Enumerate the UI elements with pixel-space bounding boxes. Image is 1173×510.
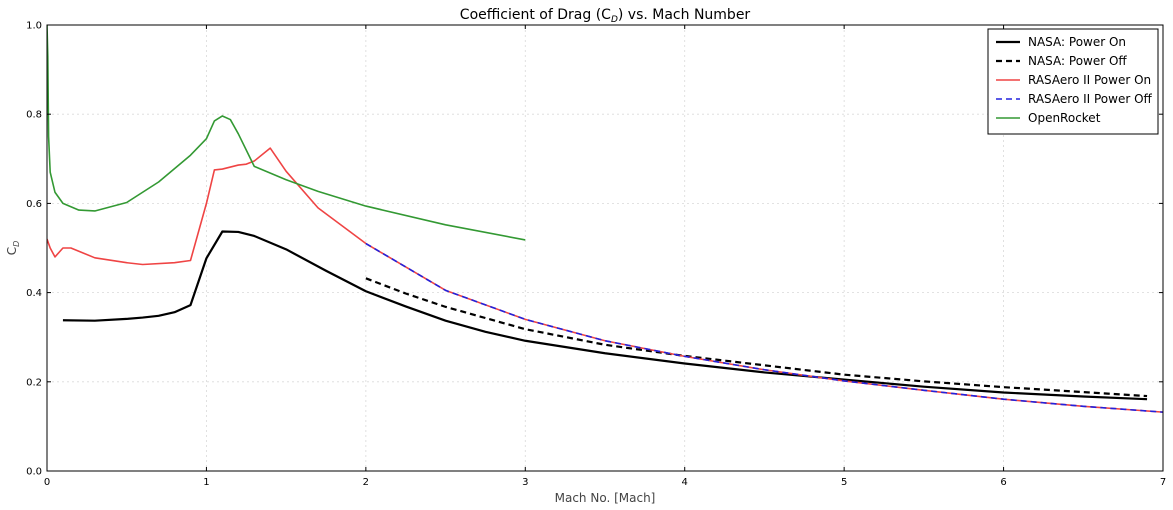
series-line-3	[365, 242, 1163, 413]
x-tick-label: 4	[682, 477, 688, 488]
y-tick-label: 0.6	[26, 199, 42, 210]
x-tick-label: 2	[363, 477, 369, 488]
x-tick-label: 5	[841, 477, 847, 488]
legend-label: RASAero II Power Off	[1028, 92, 1153, 106]
y-tick-label: 0.0	[26, 467, 42, 478]
series-layer	[47, 25, 1163, 413]
legend-label: OpenRocket	[1028, 111, 1101, 125]
series-line-4	[47, 25, 526, 241]
legend-label: NASA: Power On	[1028, 35, 1126, 49]
chart-title: Coefficient of Drag (CD) vs. Mach Number	[460, 7, 751, 25]
series-line-2	[47, 147, 1163, 413]
y-axis-label: CD	[5, 241, 21, 256]
x-axis-label: Mach No. [Mach]	[555, 491, 656, 505]
series-line-0	[62, 230, 1148, 401]
legend-label: RASAero II Power On	[1028, 73, 1151, 87]
y-tick-label: 0.4	[26, 288, 42, 299]
x-tick-label: 7	[1160, 477, 1166, 488]
x-tick-label: 6	[1000, 477, 1006, 488]
y-tick-label: 1.0	[26, 21, 42, 32]
y-tick-label: 0.2	[26, 377, 42, 388]
x-tick-label: 3	[522, 477, 528, 488]
plot-frame	[46, 24, 1164, 472]
legend-box	[987, 28, 1159, 135]
x-tick-label: 1	[203, 477, 209, 488]
y-tick-label: 0.8	[26, 110, 42, 121]
series-line-1	[365, 277, 1148, 398]
legend-label: NASA: Power Off	[1028, 54, 1127, 68]
legend: NASA: Power On NASA: Power Off RASAero II …	[987, 28, 1159, 135]
axis-ticks: 0 1 2 3 4 5 6 7 0.0 0.2 0.4 0.6 0.8 1.0	[26, 21, 1166, 489]
grid	[47, 25, 1163, 471]
x-tick-label: 0	[44, 477, 50, 488]
